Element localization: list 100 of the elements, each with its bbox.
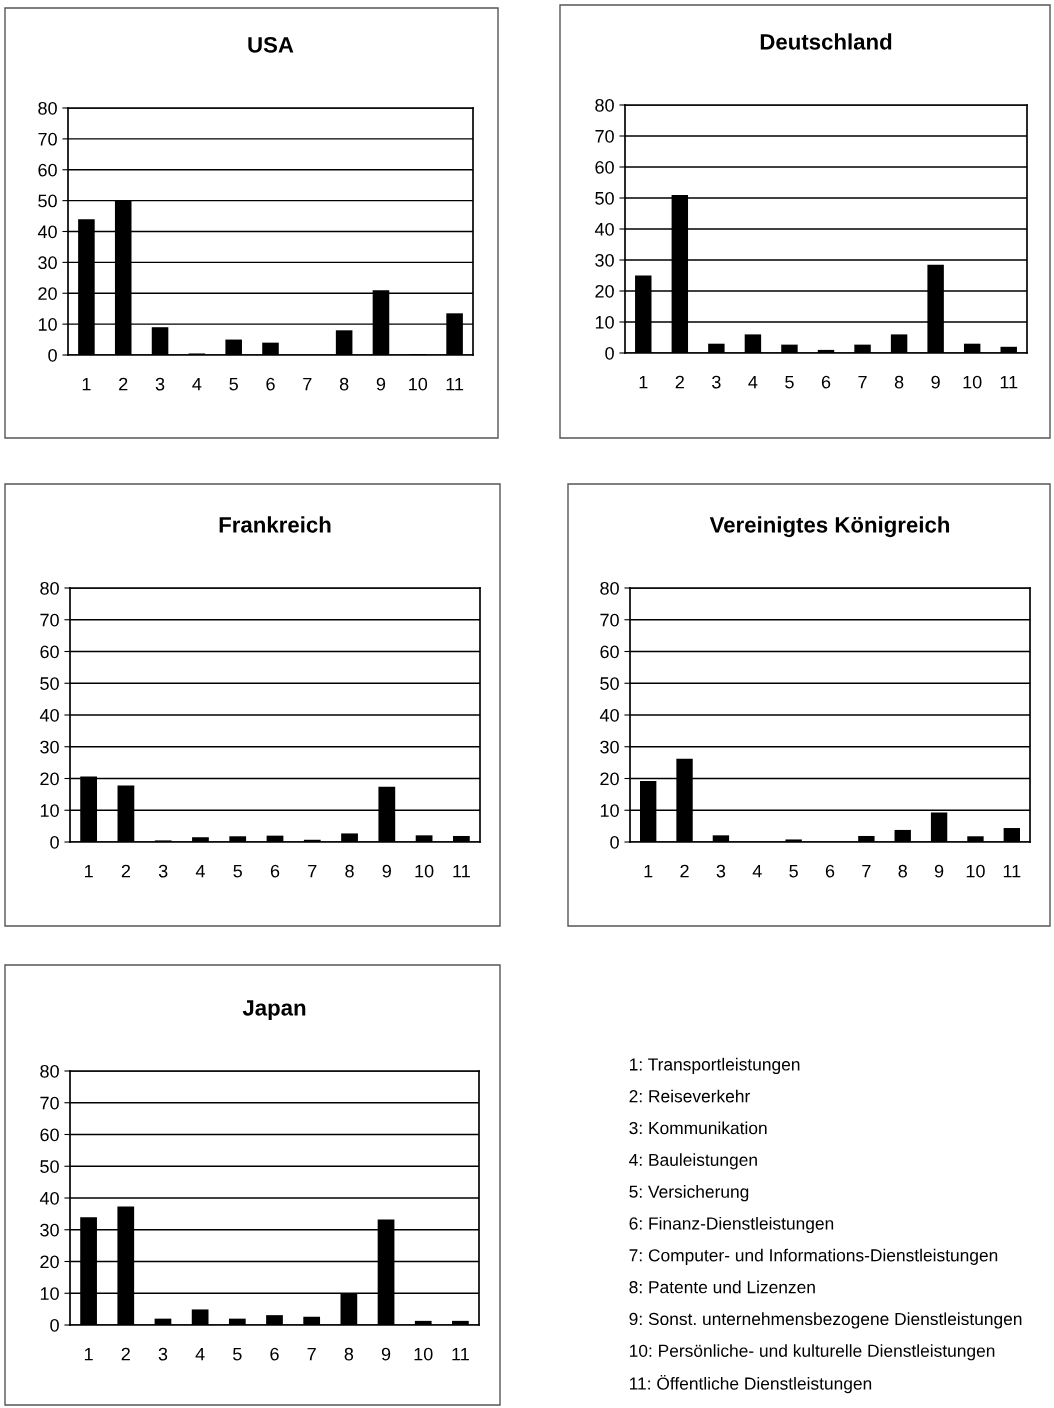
chart-title: Frankreich: [219, 516, 331, 533]
x-tick-label: 5: [233, 864, 242, 878]
x-tick-label: 10: [414, 1347, 433, 1361]
y-tick-label: 80: [595, 98, 614, 112]
x-tick-label: 5: [233, 1347, 242, 1361]
x-tick-label: 2: [675, 375, 684, 389]
x-tick-label: 8: [344, 1347, 354, 1361]
y-tick-label: 40: [599, 708, 619, 722]
x-tick-label: 6: [270, 1347, 279, 1361]
y-tick-label: 40: [37, 225, 57, 239]
y-tick-label: 10: [595, 315, 614, 329]
y-tick-label: 30: [600, 740, 619, 754]
x-tick-label: 2: [119, 377, 128, 391]
x-tick-label: 4: [752, 864, 762, 878]
y-tick-label: 30: [595, 253, 614, 267]
x-tick-label: 11: [453, 864, 470, 878]
y-tick-label: 40: [594, 222, 614, 236]
y-tick-label: 60: [40, 1128, 59, 1142]
x-tick-label: 3: [712, 375, 721, 389]
y-tick-label: 70: [38, 132, 57, 146]
y-tick-label: 30: [40, 740, 59, 754]
y-tick-label: 10: [40, 804, 59, 817]
y-tick-label: 20: [595, 284, 614, 298]
y-tick-label: 80: [600, 581, 619, 595]
y-tick-label: 0: [50, 835, 59, 849]
text: 5: Versicherung: [629, 1185, 749, 1202]
x-tick-label: 11: [1003, 864, 1021, 878]
x-tick-label: 7: [308, 864, 317, 878]
x-tick-label: 8: [345, 864, 354, 878]
x-tick-label: 9: [381, 1347, 391, 1361]
x-tick-label: 1: [644, 864, 653, 878]
chart-title: Deutschland: [760, 33, 892, 50]
x-tick-label: 7: [307, 1347, 316, 1361]
y-tick-label: 50: [40, 1160, 59, 1173]
x-tick-label: 10: [963, 375, 982, 389]
chart-title: Vereinigtes Königreich: [709, 516, 950, 538]
y-tick-label: 60: [40, 645, 59, 659]
y-tick-label: 0: [50, 1318, 59, 1332]
y-tick-label: 30: [38, 256, 57, 270]
y-tick-label: 0: [605, 346, 614, 360]
y-tick-label: 70: [40, 613, 59, 627]
y-tick-label: 60: [595, 160, 614, 174]
y-tick-label: 60: [600, 645, 619, 659]
x-tick-label: 9: [382, 864, 391, 878]
y-tick-label: 80: [40, 1064, 59, 1078]
x-tick-label: 1: [639, 375, 648, 389]
y-tick-label: 10: [600, 804, 619, 817]
x-tick-label: 10: [966, 864, 985, 878]
y-tick-label: 10: [38, 318, 57, 331]
y-tick-label: 70: [600, 613, 619, 627]
chart-title: USA: [248, 36, 294, 53]
x-tick-label: 4: [195, 1347, 205, 1361]
y-tick-label: 70: [40, 1096, 59, 1110]
x-tick-label: 6: [825, 864, 835, 878]
x-tick-label: 5: [785, 375, 794, 389]
x-tick-label: 6: [266, 377, 275, 391]
x-tick-label: 8: [339, 377, 349, 391]
x-tick-label: 11: [446, 377, 464, 391]
x-tick-label: 10: [415, 864, 434, 878]
text: 10: Persönliche- und kulturelle Dienstleistungen: [630, 1344, 995, 1361]
x-tick-label: 8: [894, 375, 904, 389]
x-tick-label: 1: [84, 864, 93, 878]
x-tick-label: 9: [931, 375, 940, 389]
x-tick-label: 7: [858, 375, 867, 389]
text: 3: Kommunikation: [629, 1121, 767, 1135]
x-tick-label: 8: [898, 864, 907, 878]
x-tick-label: 5: [229, 377, 238, 391]
x-tick-label: 3: [158, 1347, 168, 1361]
x-tick-label: 11: [452, 1347, 469, 1361]
y-tick-label: 80: [38, 101, 57, 115]
y-tick-label: 0: [610, 835, 619, 849]
x-tick-label: 4: [748, 375, 758, 389]
text: 11: Öffentliche Dienstleistungen: [630, 1375, 872, 1394]
y-tick-label: 40: [39, 708, 59, 722]
x-tick-label: 2: [121, 1347, 130, 1361]
y-tick-label: 50: [600, 677, 619, 690]
text: 7: Computer- und Informations-Dienstleistungen: [629, 1248, 998, 1265]
x-tick-label: 1: [84, 1347, 93, 1361]
x-tick-label: 4: [192, 377, 202, 391]
x-tick-label: 9: [376, 377, 386, 391]
x-tick-label: 7: [303, 377, 312, 391]
text: 8: Patente und Lizenzen: [629, 1280, 815, 1294]
x-tick-label: 9: [934, 864, 944, 878]
y-tick-label: 20: [40, 1255, 59, 1269]
text: 9: Sonst. unternehmensbezogene Dienstleistungen: [629, 1312, 1022, 1329]
y-tick-label: 10: [40, 1287, 59, 1300]
x-tick-label: 11: [1000, 375, 1018, 389]
y-tick-label: 30: [40, 1223, 59, 1237]
y-tick-label: 20: [600, 772, 619, 786]
y-tick-label: 60: [38, 163, 57, 177]
y-tick-label: 40: [39, 1191, 59, 1205]
x-tick-label: 2: [680, 864, 689, 878]
y-tick-label: 20: [38, 287, 57, 300]
x-tick-label: 3: [158, 864, 168, 878]
text: 2: Reiseverkehr: [629, 1089, 750, 1103]
y-tick-label: 20: [40, 772, 59, 786]
text: 1: Transportleistungen: [630, 1057, 800, 1074]
y-tick-label: 50: [595, 191, 614, 205]
x-tick-label: 6: [821, 375, 831, 389]
text: 6: Finanz-Dienstleistungen: [629, 1216, 834, 1234]
